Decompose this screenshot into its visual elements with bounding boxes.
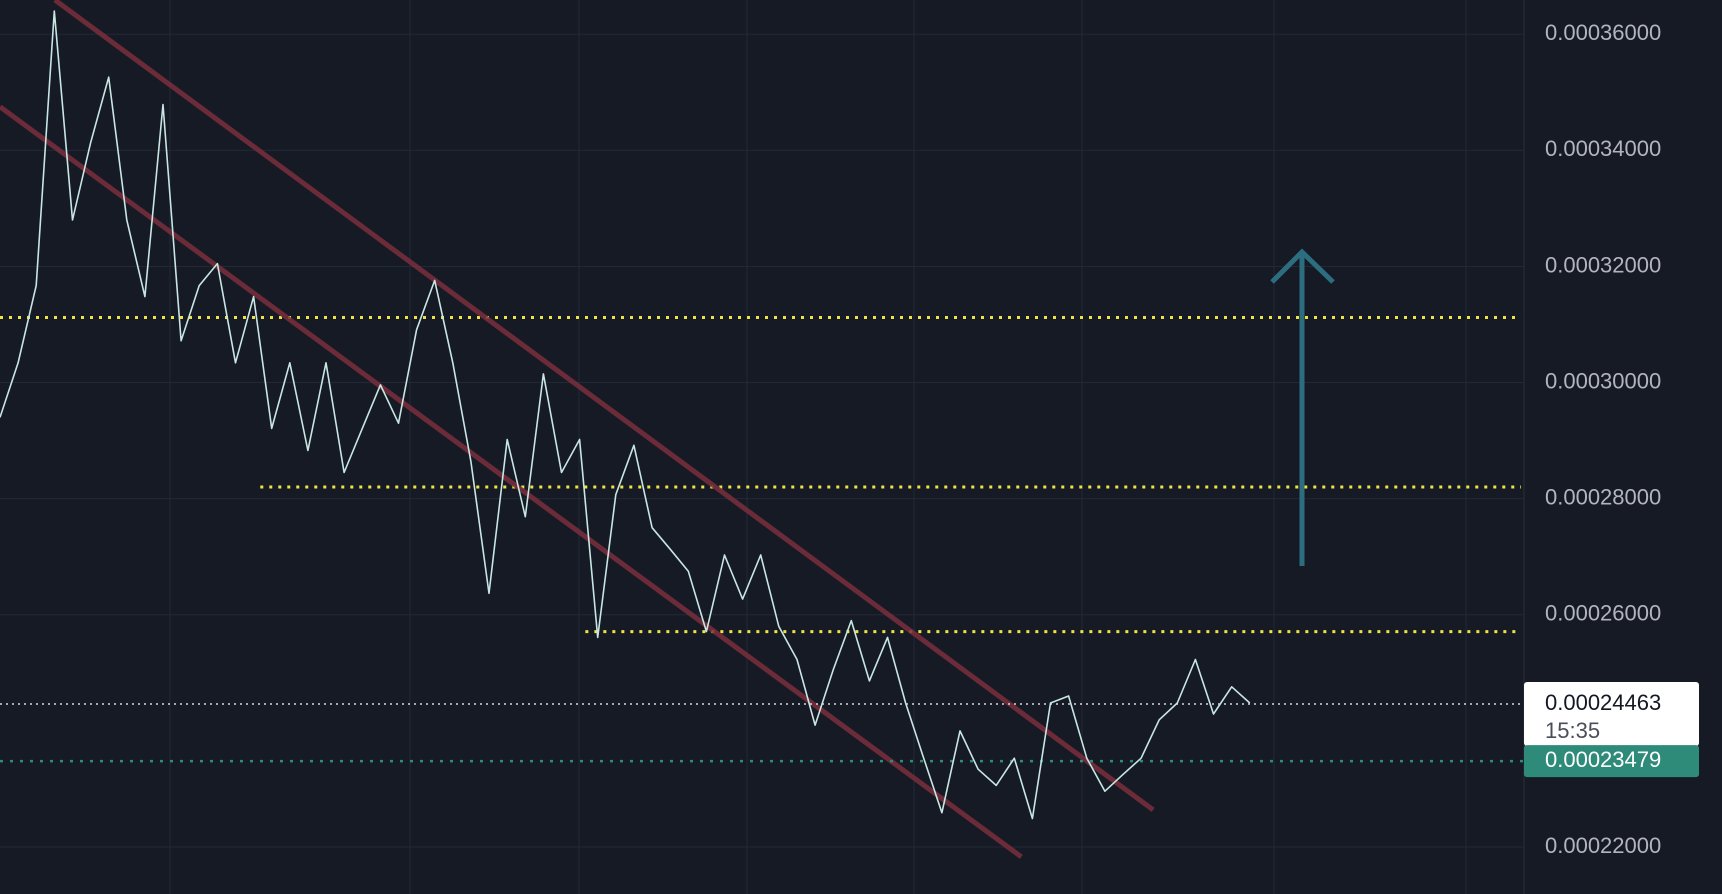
trendline xyxy=(53,0,1155,812)
last-price-label: 0.00024463 xyxy=(1545,690,1661,715)
y-tick-label: 0.00034000 xyxy=(1545,136,1661,161)
y-tick-label: 0.00022000 xyxy=(1545,833,1661,858)
marker-price-label: 0.00023479 xyxy=(1545,747,1661,772)
countdown-label: 15:35 xyxy=(1545,718,1600,743)
last-price-box xyxy=(1524,681,1699,746)
vertical-grid xyxy=(169,0,1467,894)
y-tick-label: 0.00030000 xyxy=(1545,368,1661,393)
marker-price-box xyxy=(1524,745,1699,778)
price-line xyxy=(0,10,1251,820)
y-tick-label: 0.00026000 xyxy=(1545,601,1661,626)
trendline xyxy=(0,104,1023,859)
y-tick-label: 0.00028000 xyxy=(1545,484,1661,509)
arrow xyxy=(1270,248,1335,566)
y-tick-label: 0.00032000 xyxy=(1545,252,1661,277)
y-tick-label: 0.00036000 xyxy=(1545,20,1661,45)
